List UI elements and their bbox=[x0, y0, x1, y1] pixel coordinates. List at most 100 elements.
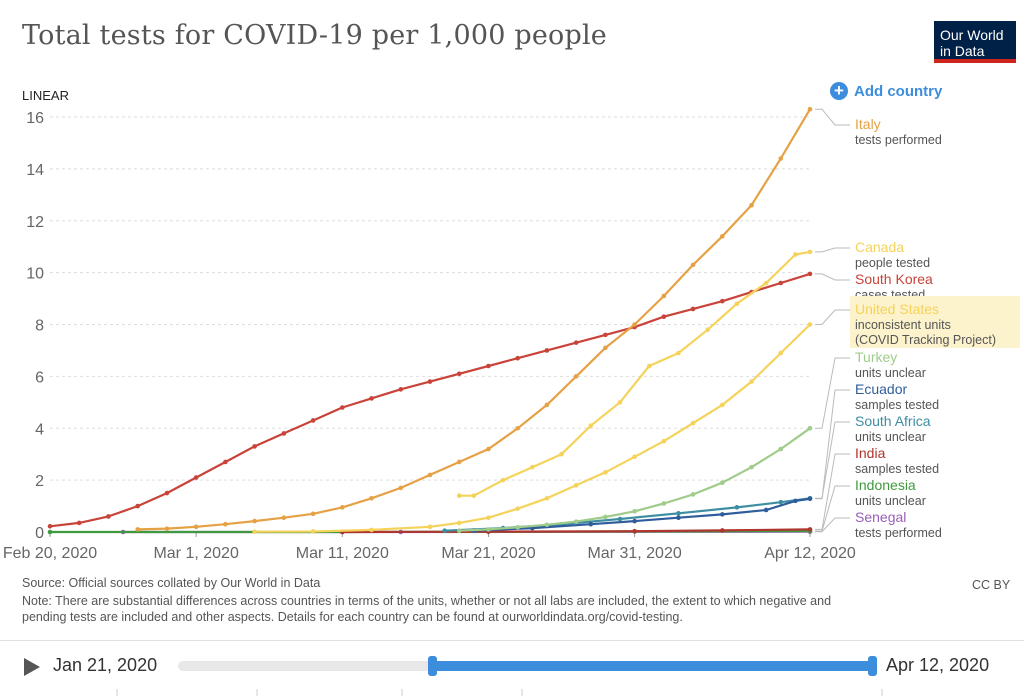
note-line-2: pending tests are included and other asp… bbox=[22, 610, 683, 624]
series-line-turkey bbox=[459, 428, 810, 530]
data-point bbox=[135, 527, 140, 532]
data-point bbox=[603, 470, 608, 475]
owid-logo[interactable]: Our World in Data bbox=[934, 21, 1016, 63]
series-line-south-korea bbox=[50, 274, 810, 526]
data-point bbox=[252, 444, 257, 449]
data-point bbox=[194, 475, 199, 480]
x-tick-label: Apr 12, 2020 bbox=[764, 545, 856, 562]
data-point bbox=[720, 528, 725, 533]
y-tick-label: 8 bbox=[35, 318, 44, 335]
data-point bbox=[574, 483, 579, 488]
scale-toggle[interactable]: LINEAR bbox=[22, 88, 69, 103]
data-point bbox=[530, 465, 535, 470]
data-point bbox=[574, 374, 579, 379]
timeline-start-label: Jan 21, 2020 bbox=[53, 655, 157, 676]
data-point bbox=[632, 519, 637, 524]
logo-line2: in Data bbox=[940, 43, 1016, 59]
legend-entry-name: Senegal bbox=[855, 509, 906, 525]
y-tick-label: 0 bbox=[35, 525, 44, 542]
data-point bbox=[603, 515, 608, 520]
legend-entry-subtitle: inconsistent units bbox=[855, 318, 951, 332]
legend-connector bbox=[815, 274, 850, 280]
data-point bbox=[457, 493, 462, 498]
legend-entry-subtitle: samples tested bbox=[855, 462, 939, 476]
y-tick-label: 16 bbox=[26, 110, 44, 127]
legend-entry-name: Italy bbox=[855, 116, 881, 132]
data-point bbox=[545, 496, 550, 501]
y-tick-label: 10 bbox=[26, 266, 44, 283]
data-point bbox=[311, 418, 316, 423]
data-point bbox=[223, 522, 228, 527]
timeline-start-handle[interactable] bbox=[428, 656, 437, 676]
legend-connector bbox=[815, 310, 850, 325]
data-point bbox=[808, 497, 813, 502]
data-point bbox=[574, 519, 579, 524]
x-tick-label: Mar 1, 2020 bbox=[153, 545, 238, 562]
legend-entry-name: South Korea bbox=[855, 271, 933, 287]
data-point bbox=[515, 506, 520, 511]
data-point bbox=[545, 348, 550, 353]
play-icon[interactable] bbox=[24, 658, 40, 676]
data-point bbox=[691, 307, 696, 312]
data-point bbox=[48, 530, 53, 535]
data-point bbox=[398, 486, 403, 491]
data-point bbox=[486, 447, 491, 452]
page-title: Total tests for COVID-19 per 1,000 peopl… bbox=[22, 20, 607, 51]
data-point bbox=[574, 340, 579, 345]
data-point bbox=[632, 322, 637, 327]
legend-entry-name: Indonesia bbox=[855, 477, 916, 493]
data-point bbox=[603, 333, 608, 338]
data-point bbox=[340, 505, 345, 510]
data-point bbox=[778, 351, 783, 356]
data-point bbox=[588, 423, 593, 428]
data-point bbox=[486, 515, 491, 520]
data-point bbox=[472, 493, 477, 498]
legend-entry-name: Ecuador bbox=[855, 381, 907, 397]
data-point bbox=[705, 327, 710, 332]
data-point bbox=[369, 528, 374, 533]
timeline-end-handle[interactable] bbox=[868, 656, 877, 676]
note-line-1: Note: There are substantial differences … bbox=[22, 594, 831, 608]
data-point bbox=[778, 447, 783, 452]
data-point bbox=[106, 514, 111, 519]
data-point bbox=[194, 525, 199, 530]
legend-connector bbox=[815, 390, 850, 499]
legend-connector bbox=[815, 248, 850, 252]
x-tick-label: Feb 20, 2020 bbox=[3, 545, 97, 562]
data-point bbox=[442, 528, 447, 533]
license-link[interactable]: CC BY bbox=[972, 578, 1010, 592]
data-point bbox=[457, 528, 462, 533]
legend-connector bbox=[815, 109, 850, 125]
data-point bbox=[808, 426, 813, 431]
legend-entry-subtitle: people tested bbox=[855, 256, 930, 270]
legend-entry-name: South Africa bbox=[855, 413, 931, 429]
data-point bbox=[676, 515, 681, 520]
data-point bbox=[603, 346, 608, 351]
data-point bbox=[632, 529, 637, 534]
data-point bbox=[720, 234, 725, 239]
legend-entry-subtitle: units unclear bbox=[855, 430, 926, 444]
data-point bbox=[778, 500, 783, 505]
data-point bbox=[749, 203, 754, 208]
data-point bbox=[48, 524, 53, 529]
data-point bbox=[720, 403, 725, 408]
data-point bbox=[369, 396, 374, 401]
data-point bbox=[501, 478, 506, 483]
legend-entry-subtitle: units unclear bbox=[855, 494, 926, 508]
data-point bbox=[691, 263, 696, 268]
data-point bbox=[428, 473, 433, 478]
data-point bbox=[515, 525, 520, 530]
data-point bbox=[720, 512, 725, 517]
data-point bbox=[778, 281, 783, 286]
data-point bbox=[486, 527, 491, 532]
data-point bbox=[749, 379, 754, 384]
data-point bbox=[662, 501, 667, 506]
data-point bbox=[618, 517, 623, 522]
data-point bbox=[676, 351, 681, 356]
x-tick-label: Mar 21, 2020 bbox=[441, 545, 535, 562]
data-point bbox=[618, 400, 623, 405]
y-tick-label: 14 bbox=[26, 162, 44, 179]
data-point bbox=[632, 454, 637, 459]
data-point bbox=[632, 509, 637, 514]
